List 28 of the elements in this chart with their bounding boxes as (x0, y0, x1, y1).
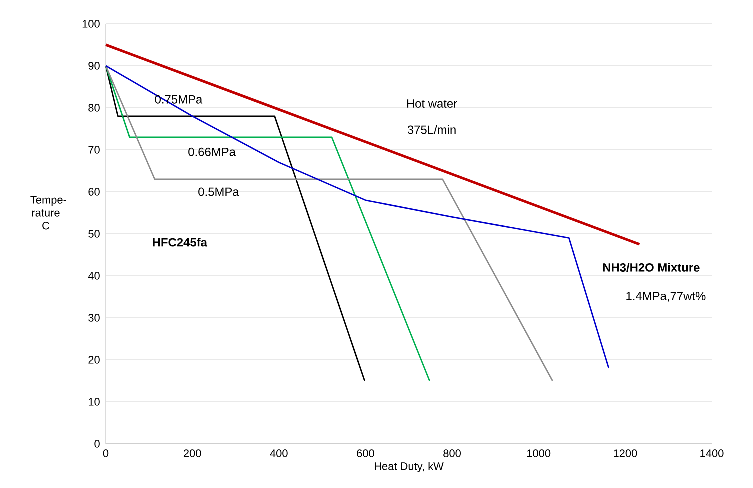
y-tick-label: 30 (88, 314, 100, 322)
x-axis-title: Heat Duty, kW (374, 462, 444, 472)
annotation: Hot water (407, 100, 458, 108)
annotation: 0.66MPa (188, 148, 236, 156)
x-tick-label: 1000 (528, 450, 551, 458)
y-tick-label: 0 (94, 440, 100, 448)
y-tick-label: 90 (88, 62, 100, 70)
annotation: NH3/H2O Mixture (603, 263, 700, 272)
x-tick-label: 1200 (614, 450, 638, 458)
y-tick-label: 70 (88, 146, 100, 154)
annotation: 0.5MPa (198, 188, 240, 196)
y-tick-label: 100 (82, 20, 100, 28)
y-tick-label: 50 (88, 230, 100, 238)
x-tick-label: 200 (184, 450, 202, 458)
x-tick-label: 0 (103, 450, 109, 458)
y-tick-label: 10 (88, 398, 100, 406)
y-tick-label: 80 (88, 104, 100, 112)
annotation: 375L/min (408, 125, 456, 134)
y-tick-label: 60 (88, 188, 100, 196)
x-tick-label: 400 (270, 450, 288, 458)
x-tick-label: 800 (444, 450, 461, 458)
x-tick-label: 600 (357, 450, 374, 458)
y-tick-label: 40 (88, 272, 100, 280)
annotation: 1.4MPa,77wt% (626, 292, 706, 302)
x-tick-label: 1400 (700, 450, 724, 458)
y-axis-title: Tempe-rature C (30, 196, 66, 230)
y-tick-label: 20 (88, 356, 100, 364)
annotation: HFC245fa (153, 238, 208, 247)
